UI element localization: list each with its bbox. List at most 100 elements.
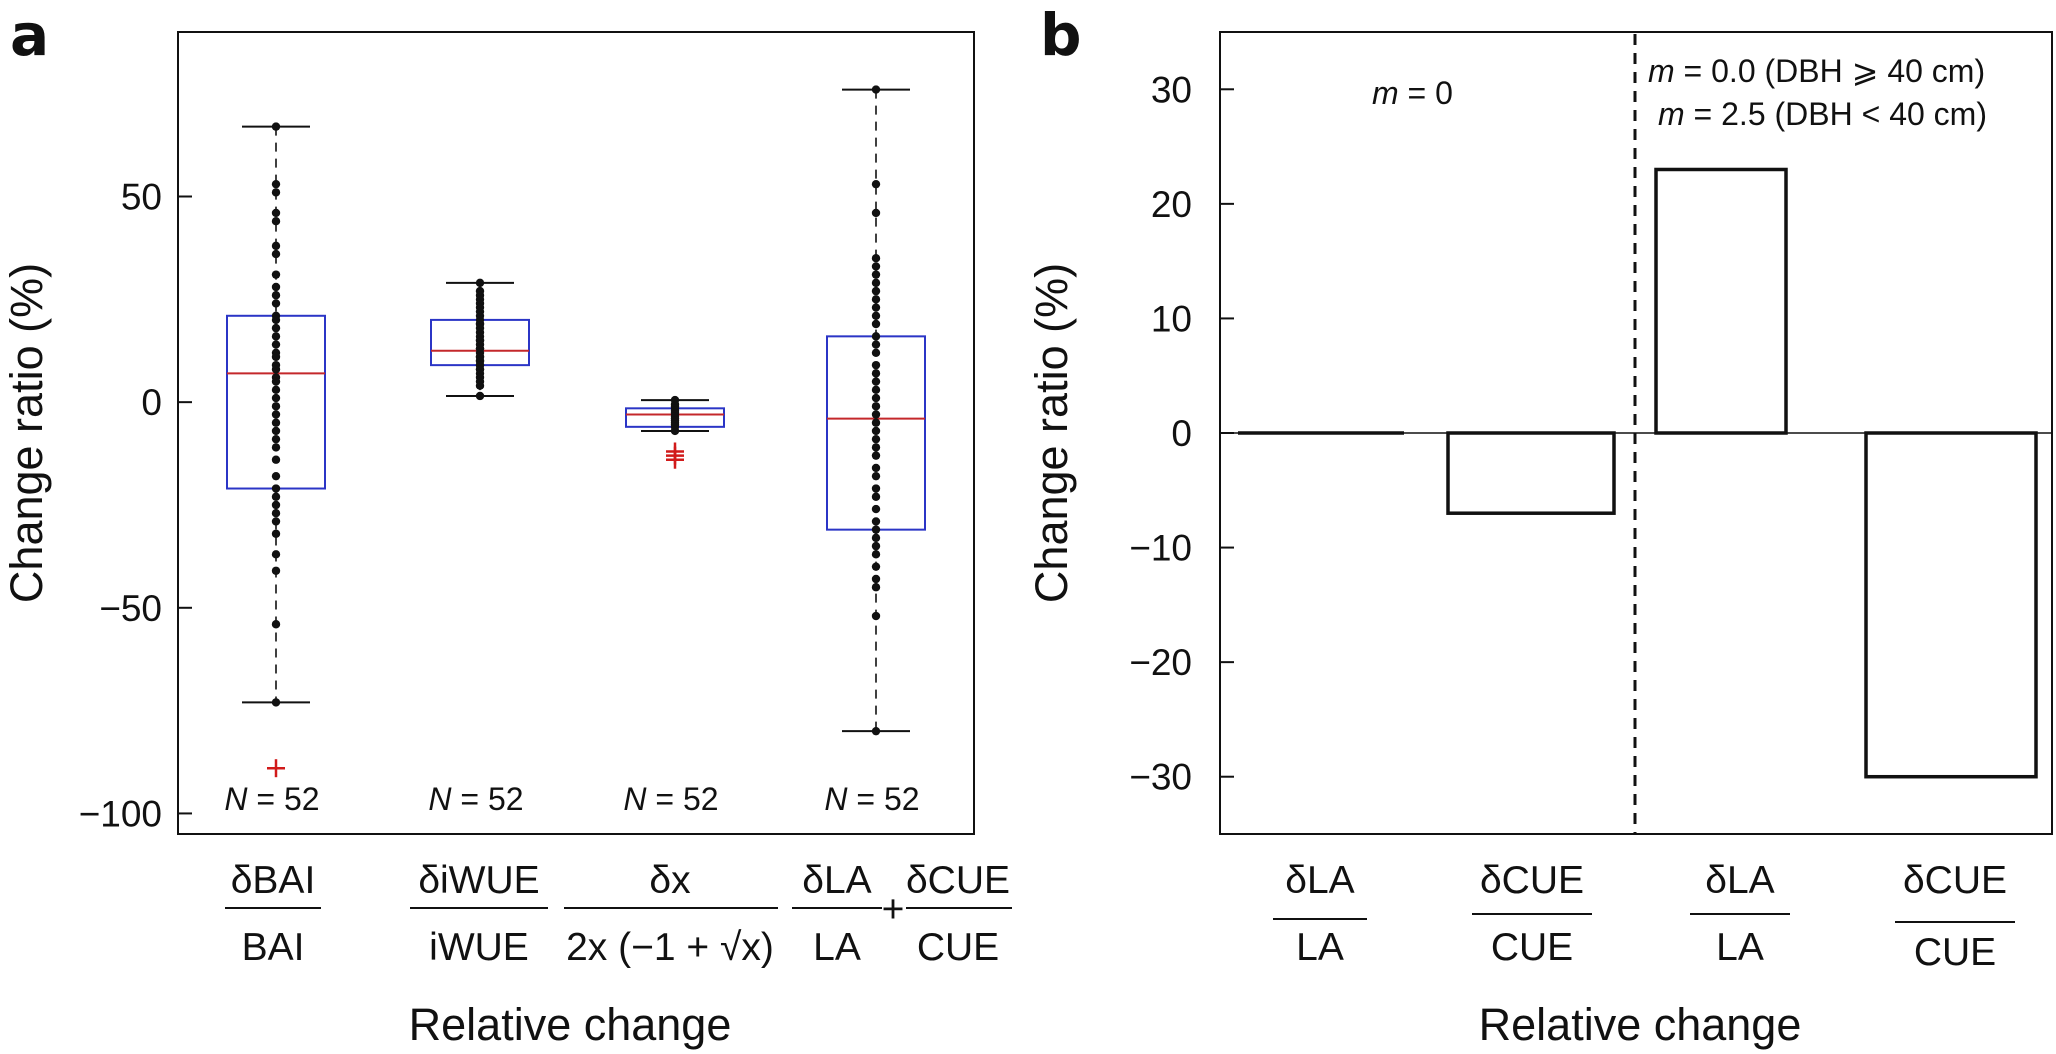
data-point: [871, 85, 881, 94]
bar-3: [1654, 167, 1788, 435]
cat-b4-denominator: CUE: [1914, 931, 1996, 974]
data-point: [271, 517, 281, 526]
data-point: [871, 726, 881, 736]
data-point: [271, 208, 281, 218]
data-point: [271, 282, 281, 292]
data-point: [871, 393, 881, 403]
box-3: [625, 395, 725, 469]
data-point: [871, 562, 881, 571]
data-point: [271, 270, 281, 279]
y-tick-label: −30: [1129, 757, 1192, 798]
cat-a4-denominator: LA: [813, 926, 861, 969]
cat-a3-numerator: δx: [649, 859, 691, 902]
cat-a4-numerator: δLA: [802, 859, 871, 902]
cat-a1-numerator: δBAI: [231, 859, 316, 902]
data-point: [871, 278, 881, 288]
data-point: [871, 574, 881, 584]
data-point: [871, 319, 881, 329]
data-point: [271, 385, 281, 395]
panel-b-label: b: [1040, 1, 1082, 69]
panel-b-category-2: δCUE CUE: [1472, 859, 1592, 969]
data-point: [271, 698, 281, 707]
y-tick-label: 30: [1151, 69, 1192, 110]
cat-a3-denominator: 2x (−1 + √x): [566, 926, 774, 969]
bar-4: [1864, 431, 2038, 779]
data-point: [271, 566, 281, 575]
data-point: [871, 533, 881, 543]
panel-a-y-axis: 50 0 −50 −100: [79, 177, 192, 834]
data-point: [871, 286, 881, 296]
data-point: [271, 332, 281, 341]
data-point: [871, 525, 881, 534]
data-point: [871, 451, 881, 460]
panel-a-category-3: δx 2x (−1 + √x): [564, 859, 778, 969]
y-tick-label: 20: [1151, 184, 1192, 225]
data-point: [871, 443, 881, 452]
data-point: [871, 385, 881, 395]
data-point: [871, 295, 881, 304]
panel-b-category-1: δLA LA: [1273, 859, 1367, 969]
data-point: [271, 509, 281, 518]
panel-a-n-labels: N = 52 N = 52 N = 52 N = 52: [224, 781, 919, 817]
y-tick-label: −50: [99, 588, 162, 629]
panel-a: a 500−50−100 Change ratio (%) N = 52 N = …: [1, 1, 1012, 1050]
data-point: [871, 517, 881, 526]
panel-b: b 30 20 10 0 −10 −20 −30 Change ratio (%) m = …: [1026, 1, 2053, 1050]
data-point: [871, 262, 881, 271]
data-point: [271, 241, 281, 251]
data-point: [871, 270, 881, 279]
data-point: [271, 434, 281, 444]
outlier: [666, 450, 684, 469]
cat-a4-denominator-2: CUE: [917, 926, 999, 969]
panel-a-category-2: δiWUE iWUE: [410, 859, 548, 969]
panel-a-x-axis-title: Relative change: [409, 999, 732, 1050]
data-point: [871, 550, 881, 559]
data-point: [271, 377, 281, 386]
data-point: [271, 291, 281, 300]
data-point: [271, 315, 281, 325]
panel-b-category-3: δLA LA: [1690, 859, 1790, 969]
data-point: [271, 418, 281, 427]
panel-a-boxes: [226, 85, 926, 778]
y-tick-label: 0: [1171, 413, 1192, 454]
data-point: [871, 541, 881, 551]
data-point: [871, 410, 881, 419]
y-tick-label: −10: [1129, 528, 1192, 569]
data-point: [871, 471, 881, 481]
data-point: [871, 434, 881, 444]
data-point: [871, 402, 881, 411]
panel-b-y-axis: 30 20 10 0 −10 −20 −30: [1129, 69, 1234, 798]
n-label-2: N = 52: [428, 781, 523, 817]
panel-a-frame: [177, 31, 975, 835]
data-point: [271, 340, 281, 349]
panel-b-annotation-left: m = 0: [1372, 75, 1453, 111]
cat-a2-numerator: δiWUE: [418, 859, 539, 902]
data-point: [271, 393, 281, 403]
data-point: [871, 311, 881, 320]
box-1: [226, 122, 326, 778]
data-point: [871, 340, 881, 349]
data-point: [475, 381, 485, 390]
cat-b3-denominator: LA: [1716, 926, 1764, 969]
outlier: [267, 759, 285, 778]
data-point: [271, 426, 281, 436]
data-point: [271, 216, 281, 226]
panel-b-y-axis-title: Change ratio (%): [1026, 263, 1077, 603]
data-point: [871, 504, 881, 514]
cat-a4-numerator-2: δCUE: [906, 859, 1010, 902]
y-tick-label: −20: [1129, 642, 1192, 683]
panel-b-bars: [1238, 167, 2038, 779]
data-point: [871, 418, 881, 427]
panel-a-category-4: δLA LA + δCUE CUE: [792, 859, 1012, 969]
panel-b-annotation-right-line2: m = 2.5 (DBH < 40 cm): [1658, 96, 1987, 132]
data-point: [271, 620, 281, 629]
cat-b1-denominator: LA: [1296, 926, 1344, 969]
panel-a-category-1: δBAI BAI: [225, 859, 321, 969]
data-point: [670, 426, 680, 436]
cat-b2-numerator: δCUE: [1480, 859, 1584, 902]
y-tick-label: 0: [141, 382, 162, 423]
data-point: [871, 303, 881, 312]
n-label-1: N = 52: [224, 781, 319, 817]
data-point: [871, 611, 881, 621]
